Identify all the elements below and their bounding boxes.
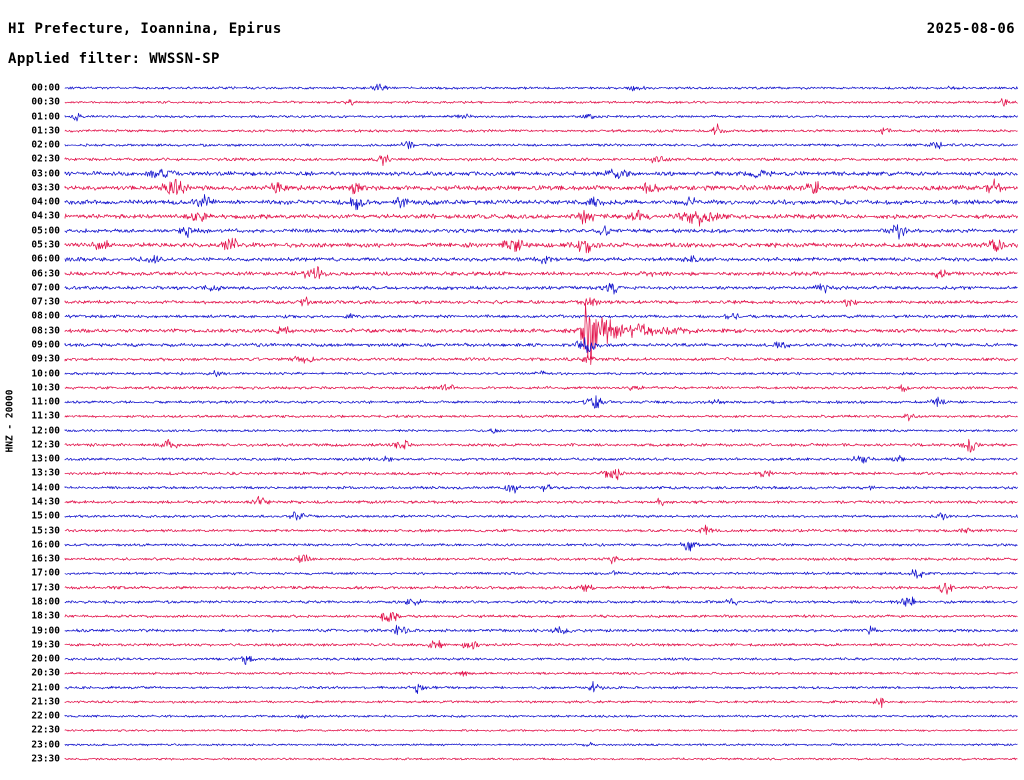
- row-time-label: 02:30: [31, 153, 60, 165]
- row-time-label: 14:30: [31, 496, 60, 508]
- row-time-label: 16:00: [31, 539, 60, 551]
- row-time-label: 20:00: [31, 653, 60, 665]
- row-time-label: 01:00: [31, 111, 60, 123]
- row-time-label: 18:00: [31, 596, 60, 608]
- row-time-label: 06:30: [31, 268, 60, 280]
- row-time-label: 02:00: [31, 139, 60, 151]
- row-time-label: 13:00: [31, 453, 60, 465]
- row-time-label: 09:00: [31, 339, 60, 351]
- row-time-label: 06:00: [31, 253, 60, 265]
- row-time-label: 03:00: [31, 168, 60, 180]
- row-time-label: 22:00: [31, 710, 60, 722]
- row-time-label: 23:30: [31, 753, 60, 765]
- row-time-label: 19:30: [31, 639, 60, 651]
- row-time-label: 23:00: [31, 739, 60, 751]
- row-time-label: 21:30: [31, 696, 60, 708]
- row-time-label: 12:00: [31, 425, 60, 437]
- row-time-label: 00:30: [31, 96, 60, 108]
- record-date: 2025-08-06: [926, 21, 1015, 37]
- row-time-label: 20:30: [31, 667, 60, 679]
- row-time-label: 12:30: [31, 439, 60, 451]
- row-time-label: 19:00: [31, 625, 60, 636]
- row-time-label: 13:30: [31, 467, 60, 479]
- row-time-label: 11:00: [31, 396, 60, 408]
- row-time-label: 17:00: [31, 567, 60, 579]
- row-time-label: 11:30: [31, 410, 60, 422]
- station-title: HI Prefecture, Ioannina, Epirus: [8, 21, 282, 37]
- row-time-label: 17:30: [31, 582, 60, 594]
- row-time-label: 15:00: [31, 510, 60, 522]
- row-time-label: 07:00: [31, 282, 60, 294]
- row-time-label: 00:00: [31, 82, 60, 94]
- row-time-label: 10:30: [31, 382, 60, 394]
- row-time-label: 04:30: [31, 210, 60, 222]
- row-time-label: 21:00: [31, 682, 60, 694]
- row-time-label: 09:30: [31, 353, 60, 365]
- row-time-label: 22:30: [31, 724, 60, 736]
- row-time-label: 08:30: [31, 325, 60, 337]
- row-time-label: 07:30: [31, 296, 60, 308]
- row-time-label: 16:30: [31, 553, 60, 565]
- row-time-label: 14:00: [31, 482, 60, 494]
- row-time-label: 08:00: [31, 310, 60, 322]
- row-time-label: 04:00: [31, 196, 60, 208]
- row-time-label: 03:30: [31, 182, 60, 194]
- row-time-label: 01:30: [31, 125, 60, 137]
- row-time-label: 05:00: [31, 225, 60, 237]
- filter-label: Applied filter: WWSSN-SP: [8, 51, 220, 67]
- row-time-label: 10:00: [31, 368, 60, 380]
- row-time-label: 05:30: [31, 239, 60, 251]
- row-time-label: 15:30: [31, 525, 60, 537]
- row-time-label: 18:30: [31, 610, 60, 622]
